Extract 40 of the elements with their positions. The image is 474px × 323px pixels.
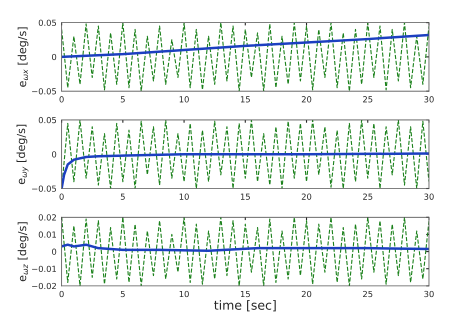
y-tick-label: −0.01 xyxy=(32,266,56,272)
x-tick-label: 20 xyxy=(302,96,312,102)
y-tick-label: 0 xyxy=(52,151,56,158)
line-series xyxy=(62,34,429,58)
line-series xyxy=(62,120,429,189)
x-tick-label: 15 xyxy=(240,290,250,298)
y-tick-label: 0.02 xyxy=(38,214,56,221)
x-tick-label: 30 xyxy=(424,290,434,298)
x-tick-label: 10 xyxy=(180,290,189,298)
y-axis-title: e$_{ωy}$ [deg/s] xyxy=(16,124,28,184)
x-tick-label: 30 xyxy=(424,96,434,102)
y-axis-title: e$_{ωx}$ [deg/s] xyxy=(18,27,28,87)
x-tick-label: 25 xyxy=(363,96,372,102)
x-axis-title: time [sec] xyxy=(214,300,276,312)
x-tick-label: 5 xyxy=(120,96,125,102)
x-tick-label: 25 xyxy=(363,194,372,200)
x-tick-label: 15 xyxy=(240,96,250,102)
x-tick-label: 15 xyxy=(240,194,250,200)
x-tick-label: 10 xyxy=(180,96,189,102)
x-tick-label: 5 xyxy=(120,194,125,200)
line-series xyxy=(62,22,429,92)
y-tick-label: 0.05 xyxy=(38,20,56,26)
y-tick-label: −0.05 xyxy=(32,88,56,94)
y-axis-title: e$_{ωz}$ [deg/s] xyxy=(18,222,28,282)
x-tick-label: 0 xyxy=(60,290,64,298)
y-tick-label: 0.05 xyxy=(38,116,56,124)
y-tick-label: −0.05 xyxy=(32,185,56,192)
x-tick-label: 30 xyxy=(424,194,434,200)
x-tick-label: 0 xyxy=(60,194,64,200)
line-series xyxy=(62,217,429,286)
y-tick-label: 0.01 xyxy=(38,231,56,238)
x-tick-label: 20 xyxy=(302,194,312,200)
x-tick-label: 5 xyxy=(120,290,125,298)
x-tick-label: 10 xyxy=(180,194,189,200)
y-tick-label: −0.02 xyxy=(32,282,56,290)
x-tick-label: 0 xyxy=(60,96,64,102)
x-tick-label: 25 xyxy=(363,290,372,298)
y-tick-label: 0 xyxy=(52,248,56,255)
x-tick-label: 20 xyxy=(302,290,312,298)
y-tick-label: 0 xyxy=(52,54,56,60)
